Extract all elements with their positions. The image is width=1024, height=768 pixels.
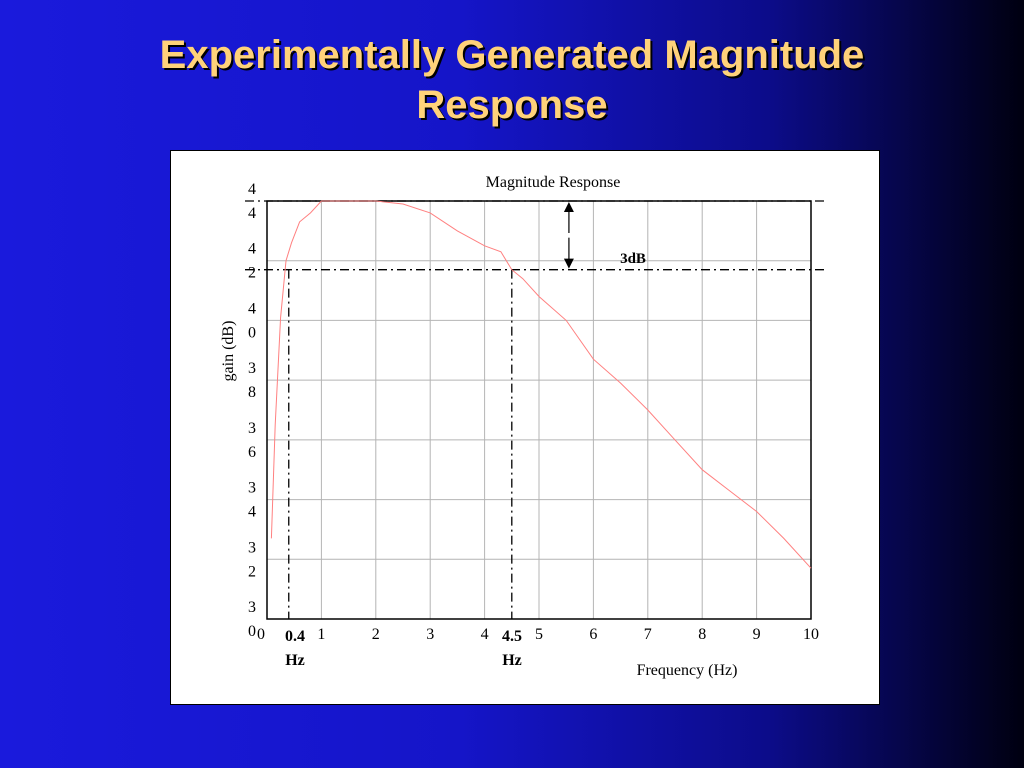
y-tick-label-bottom: 2 bbox=[248, 563, 256, 580]
y-tick-label-top: 4 bbox=[248, 300, 256, 317]
reference-lines bbox=[245, 200, 825, 619]
y-tick-label-bottom: 0 bbox=[248, 324, 256, 341]
y-tick-label-bottom: 2 bbox=[248, 265, 256, 282]
y-tick-label-top: 3 bbox=[248, 420, 256, 437]
x-tick-label: 3 bbox=[426, 626, 434, 643]
x-tick-label: 5 bbox=[535, 626, 543, 643]
x-tick-label: 6 bbox=[589, 626, 597, 643]
y-tick-label-top: 3 bbox=[248, 480, 256, 497]
y-tick-label-bottom: 8 bbox=[248, 384, 256, 401]
x-tick-label: 10 bbox=[803, 626, 819, 643]
y-tick-label-bottom: 0 bbox=[248, 623, 256, 640]
y-tick-labels: 3 0 3 2 3 4 3 6 3 8 4 0 4 2 4 4 bbox=[248, 181, 256, 640]
low-cutoff-value: 0.4 bbox=[285, 628, 305, 645]
slide-title-line1: Experimentally Generated Magnitude bbox=[159, 33, 865, 77]
x-tick-label: 7 bbox=[644, 626, 652, 643]
x-tick-label: 1 bbox=[317, 626, 325, 643]
y-tick-label-bottom: 6 bbox=[248, 444, 256, 461]
grid-lines bbox=[267, 201, 811, 619]
x-tick-label: 8 bbox=[698, 626, 706, 643]
x-tick-label: 9 bbox=[753, 626, 761, 643]
x-tick-label: 2 bbox=[372, 626, 380, 643]
low-cutoff-unit: Hz bbox=[285, 652, 305, 669]
y-axis-label: gain (dB) bbox=[220, 321, 237, 382]
series-group bbox=[270, 200, 812, 569]
chart-title: Magnitude Response bbox=[486, 174, 621, 191]
delta-arrow-head-down bbox=[563, 258, 574, 269]
delta-annotation: 3dB bbox=[620, 251, 646, 267]
delta-arrow-head-up bbox=[563, 202, 574, 212]
series-line-gain bbox=[270, 200, 812, 569]
slide-title: Experimentally Generated Magnitude Respo… bbox=[0, 30, 1024, 130]
x-axis-label: Frequency (Hz) bbox=[637, 662, 738, 679]
slide-title-line2: Response bbox=[416, 83, 608, 127]
x-tick-label: 0 bbox=[257, 626, 265, 643]
x-tick-labels: 0 1 2 3 4 5 6 7 8 9 10 bbox=[257, 626, 819, 643]
high-cutoff-unit: Hz bbox=[502, 652, 522, 669]
y-tick-label-top: 4 bbox=[248, 241, 256, 258]
y-tick-label-bottom: 4 bbox=[248, 205, 256, 222]
y-tick-label-top: 3 bbox=[248, 599, 256, 616]
y-tick-label-top: 4 bbox=[248, 181, 256, 198]
y-tick-label-bottom: 4 bbox=[248, 504, 256, 521]
y-tick-label-top: 3 bbox=[248, 360, 256, 377]
high-cutoff-value: 4.5 bbox=[502, 628, 522, 645]
y-tick-label-top: 3 bbox=[248, 539, 256, 556]
x-tick-label: 4 bbox=[481, 626, 489, 643]
